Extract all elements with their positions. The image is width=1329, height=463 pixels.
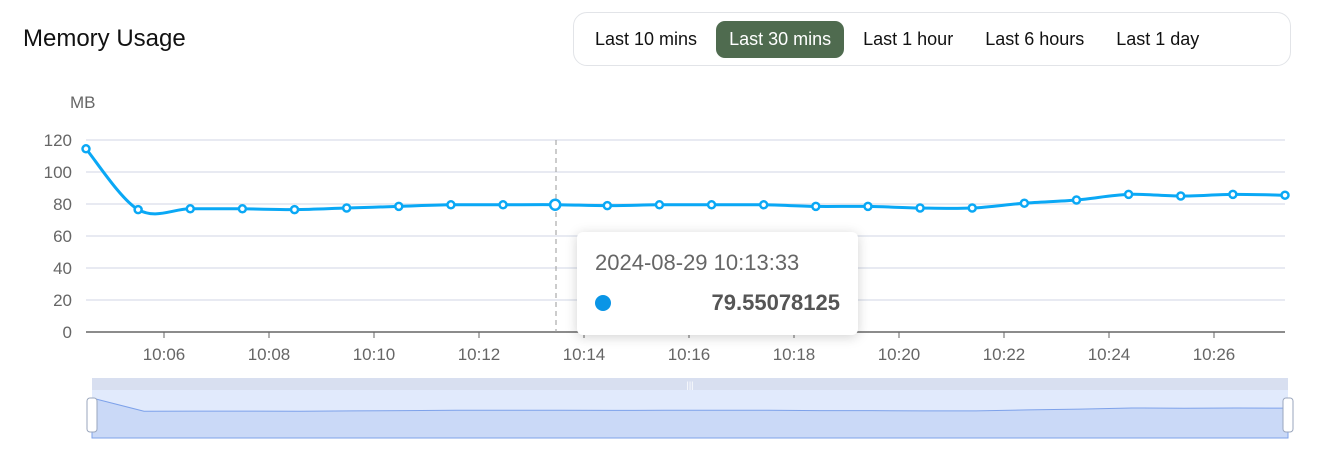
slider-left-handle[interactable]	[86, 397, 98, 433]
y-tick-label: 20	[53, 291, 72, 310]
data-point[interactable]	[1071, 195, 1082, 205]
x-tick-label: 10:12	[458, 345, 501, 364]
data-point[interactable]	[498, 200, 508, 210]
data-point[interactable]	[967, 203, 977, 213]
data-point[interactable]	[185, 204, 196, 214]
data-zoom-slider[interactable]: |||	[86, 378, 1294, 439]
time-range-selector: Last 10 mins Last 30 mins Last 1 hour La…	[573, 12, 1291, 66]
page-title: Memory Usage	[23, 25, 186, 52]
data-point[interactable]	[863, 201, 873, 212]
range-6-hours[interactable]: Last 6 hours	[985, 28, 1085, 49]
data-point[interactable]	[602, 200, 613, 211]
y-tick-label: 100	[44, 163, 72, 182]
y-tick-label: 80	[53, 195, 72, 214]
x-tick-label: 10:18	[773, 345, 816, 364]
slider-right-handle[interactable]	[1282, 397, 1294, 433]
range-10-mins[interactable]: Last 10 mins	[595, 28, 698, 49]
data-point[interactable]	[811, 201, 821, 212]
series-marker-icon	[595, 295, 611, 311]
slider-drag-bar[interactable]	[92, 378, 1288, 390]
y-tick-label: 40	[53, 259, 72, 278]
x-tick-label: 10:16	[668, 345, 711, 364]
data-point[interactable]	[394, 201, 404, 212]
data-point[interactable]	[237, 204, 248, 214]
x-tick-label: 10:20	[878, 345, 921, 364]
data-point[interactable]	[1175, 191, 1186, 201]
x-tick-label: 10:24	[1088, 345, 1131, 364]
x-tick-label: 10:08	[248, 345, 291, 364]
data-point[interactable]	[758, 200, 769, 210]
x-tick-label: 10:14	[563, 345, 606, 364]
x-tick-label: 10:06	[143, 345, 186, 364]
data-point[interactable]	[1123, 189, 1134, 200]
y-axis-label: MB	[70, 93, 96, 112]
drag-grip-icon: |||	[686, 380, 693, 390]
tooltip-time: 2024-08-29 10:13:33	[595, 250, 800, 275]
data-point[interactable]	[133, 204, 143, 215]
y-tick-label: 60	[53, 227, 72, 246]
tooltip: 2024-08-29 10:13:33 79.55078125	[577, 232, 858, 335]
x-tick-label: 10:22	[983, 345, 1026, 364]
data-point[interactable]	[1228, 189, 1238, 200]
slider-preview	[91, 397, 1289, 439]
data-point[interactable]	[341, 203, 352, 213]
data-point[interactable]	[289, 204, 300, 215]
data-point[interactable]	[81, 144, 91, 154]
tooltip-value: 79.55078125	[711, 290, 840, 315]
data-point[interactable]	[1019, 198, 1030, 208]
data-point[interactable]	[446, 200, 456, 210]
range-30-mins[interactable]: Last 30 mins	[716, 20, 845, 58]
range-1-day[interactable]: Last 1 day	[1116, 28, 1200, 49]
x-tick-label: 10:10	[353, 345, 396, 364]
data-point[interactable]	[1280, 190, 1290, 200]
data-point[interactable]	[706, 200, 717, 210]
y-tick-label: 0	[63, 323, 72, 342]
data-point[interactable]	[915, 203, 925, 213]
range-1-hour[interactable]: Last 1 hour	[863, 28, 954, 49]
x-tick-label: 10:26	[1193, 345, 1236, 364]
data-point[interactable]	[548, 198, 562, 211]
data-point[interactable]	[654, 200, 665, 210]
y-tick-label: 120	[44, 131, 72, 150]
